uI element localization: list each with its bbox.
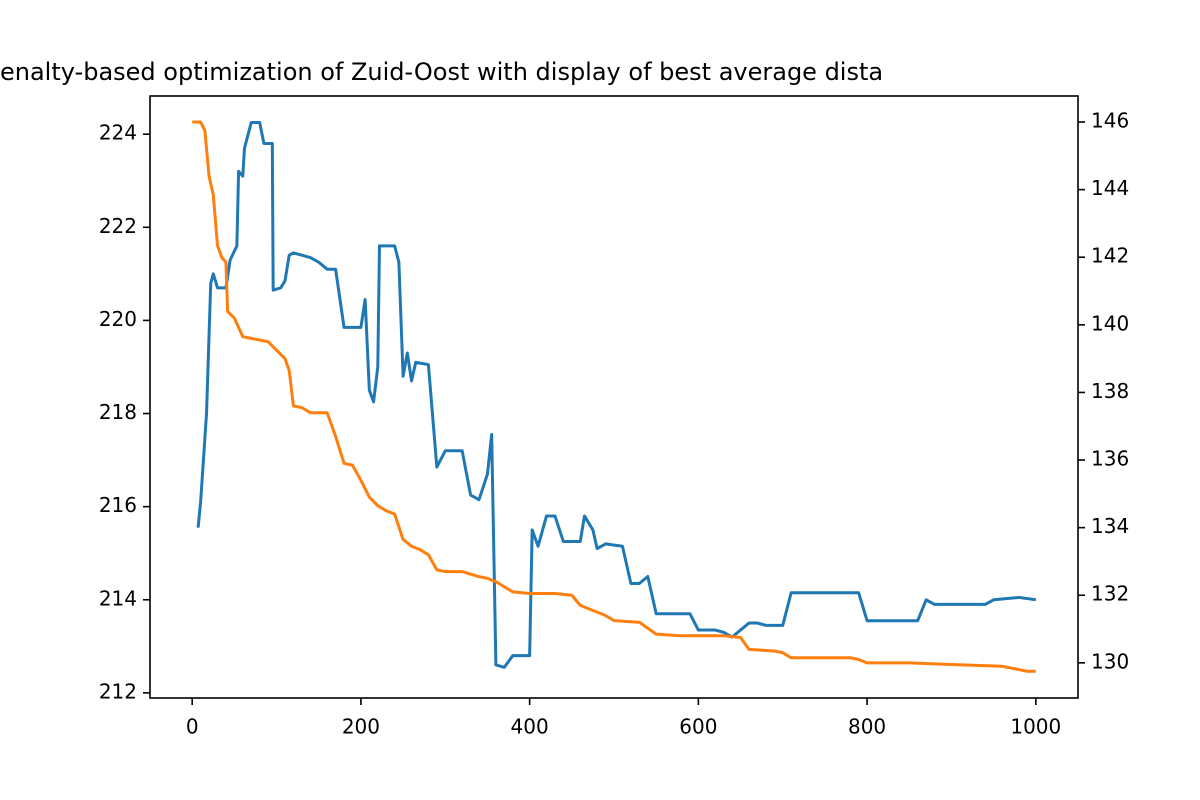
y2-tick-label: 132 bbox=[1091, 582, 1129, 606]
y-tick-label: 216 bbox=[99, 493, 137, 517]
data-line bbox=[192, 120, 1036, 673]
y2-tick-label: 138 bbox=[1091, 379, 1129, 403]
chart-title: enalty-based optimization of Zuid-Oost w… bbox=[0, 58, 883, 86]
y2-tick-label: 134 bbox=[1091, 514, 1129, 538]
y2-tick-label: 146 bbox=[1091, 109, 1129, 133]
y2-tick-label: 142 bbox=[1091, 244, 1129, 268]
y-tick-label: 224 bbox=[99, 121, 137, 145]
y-tick-label: 222 bbox=[99, 214, 137, 238]
y2-tick-label: 136 bbox=[1091, 447, 1129, 471]
x-tick-label: 1000 bbox=[1010, 715, 1061, 739]
y2-tick-label: 140 bbox=[1091, 311, 1129, 335]
y-tick-label: 220 bbox=[99, 307, 137, 331]
x-tick-label: 200 bbox=[342, 715, 380, 739]
x-tick-label: 800 bbox=[848, 715, 886, 739]
y2-tick-label: 130 bbox=[1091, 649, 1129, 673]
y-tick-label: 218 bbox=[99, 400, 137, 424]
x-tick-label: 0 bbox=[186, 715, 199, 739]
y2-tick-label: 144 bbox=[1091, 176, 1129, 200]
y-tick-label: 214 bbox=[99, 586, 137, 610]
x-tick-label: 600 bbox=[679, 715, 717, 739]
x-tick-label: 400 bbox=[511, 715, 549, 739]
plot-frame bbox=[149, 95, 1079, 699]
y-tick-label: 212 bbox=[99, 679, 137, 703]
